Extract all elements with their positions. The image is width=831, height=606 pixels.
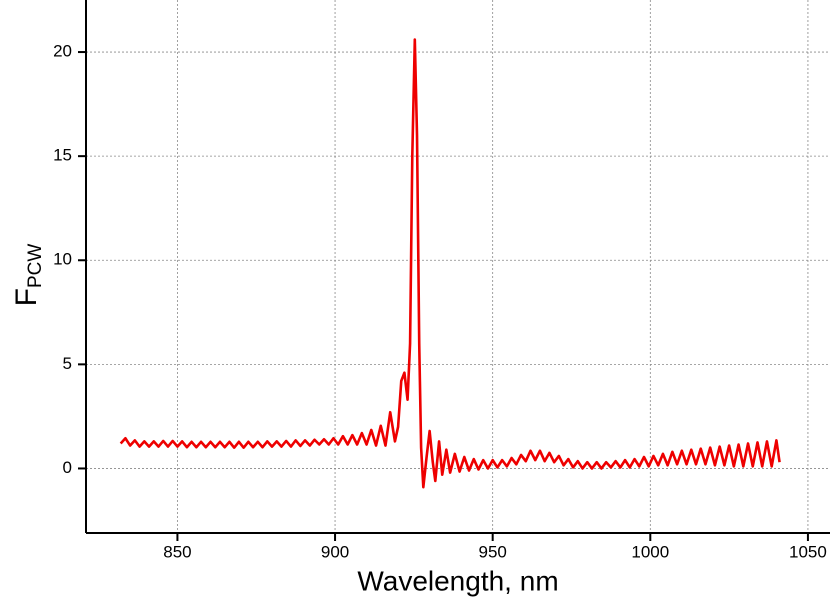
y-tick-label: 20 (53, 42, 72, 61)
x-tick-label: 950 (478, 542, 506, 561)
x-tick-label: 850 (163, 542, 191, 561)
y-axis-title-main: F (10, 288, 43, 306)
y-tick-label: 5 (63, 354, 72, 373)
x-tick-label: 1050 (789, 542, 827, 561)
y-tick-label: 0 (63, 458, 72, 477)
x-tick-label: 1000 (631, 542, 669, 561)
y-axis-title: FPCW (10, 244, 46, 307)
data-line (119, 38, 781, 489)
y-tick-label: 10 (53, 250, 72, 269)
y-tick-label: 15 (53, 146, 72, 165)
y-axis-title-sub: PCW (25, 244, 46, 288)
x-axis-title: Wavelength, nm (357, 565, 558, 596)
x-tick-label: 900 (321, 542, 349, 561)
